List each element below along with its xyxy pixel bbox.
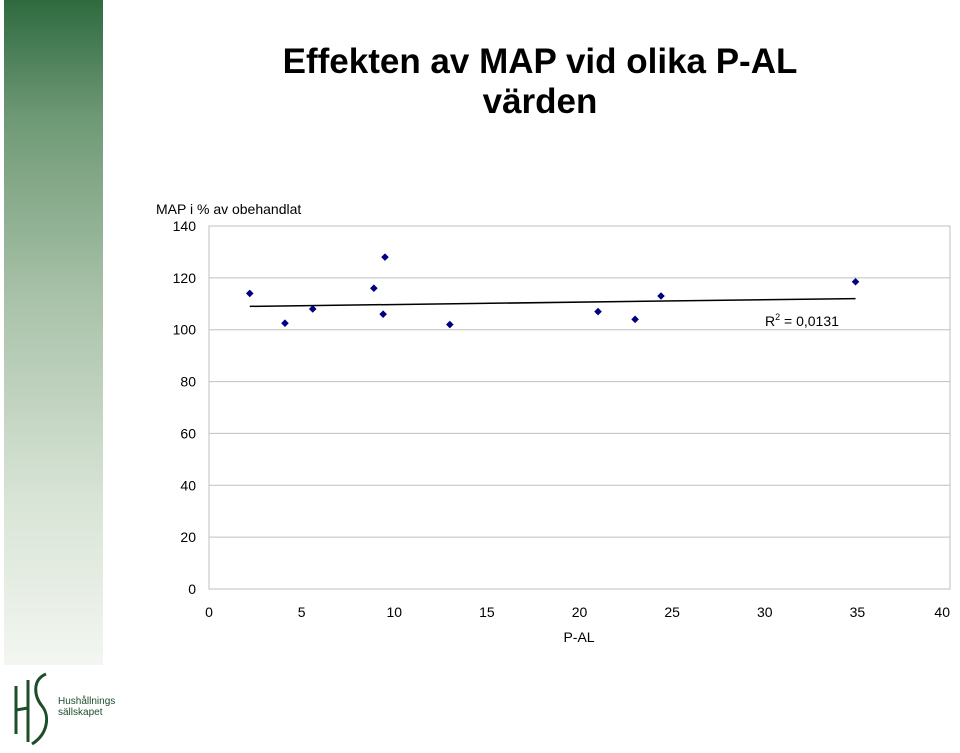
data-point	[281, 319, 289, 328]
hushallningssallskapet-logo: Hushållnings sällskapet	[8, 668, 115, 748]
title-line-2: värden	[482, 82, 598, 121]
y-tick-label: 60	[180, 425, 196, 441]
y-tick-label: 120	[173, 270, 197, 286]
data-point	[379, 310, 387, 318]
tick-layer: 0 20 40 60 80 100 120 140 0 5 10 15 20 25 30 35 40	[173, 218, 951, 620]
x-tick-label: 20	[572, 604, 588, 620]
y-tick-label: 140	[173, 218, 197, 234]
logo-text-line-1: Hushållnings	[58, 696, 116, 707]
hs-monogram-icon	[14, 672, 49, 746]
data-point	[370, 284, 378, 293]
title-line-1: Effekten av MAP vid olika P-AL	[282, 42, 798, 81]
data-point	[446, 320, 454, 329]
data-point	[381, 253, 389, 261]
trend-layer	[249, 297, 856, 308]
y-axis-label: MAP i % av obehandlat	[156, 201, 301, 217]
grid-layer	[209, 277, 950, 538]
x-tick-label: 0	[205, 604, 213, 620]
y-tick-label: 0	[188, 581, 196, 597]
x-tick-label: 35	[850, 604, 866, 620]
data-point	[245, 289, 254, 298]
y-tick-label: 40	[180, 477, 196, 493]
y-tick-label: 100	[173, 322, 197, 338]
x-tick-label: 5	[298, 604, 306, 620]
r-squared-annotation: R2 = 0,0131	[765, 312, 839, 329]
x-tick-label: 30	[757, 604, 773, 620]
logo-text-line-2: sällskapet	[58, 707, 103, 718]
data-point	[308, 305, 317, 313]
data-point	[631, 315, 639, 324]
data-point	[851, 277, 860, 286]
decorative-side-band	[4, 0, 103, 665]
x-axis-label: P-AL	[563, 629, 594, 645]
plot-area-border	[208, 225, 951, 590]
r-squared-r: R	[765, 313, 775, 329]
trendline	[249, 297, 856, 308]
data-point	[594, 307, 602, 316]
x-tick-label: 40	[934, 604, 950, 620]
r-squared-superscript: 2	[775, 312, 780, 322]
x-tick-label: 10	[386, 604, 402, 620]
x-tick-label: 15	[479, 604, 495, 620]
slide-title: Effekten av MAP vid olika P-AL värden	[170, 42, 910, 122]
point-layer	[245, 253, 860, 329]
x-tick-label: 25	[664, 604, 680, 620]
y-tick-label: 80	[180, 374, 196, 390]
y-tick-label: 20	[180, 529, 196, 545]
r-squared-value: = 0,0131	[780, 313, 839, 329]
data-point	[657, 292, 665, 300]
